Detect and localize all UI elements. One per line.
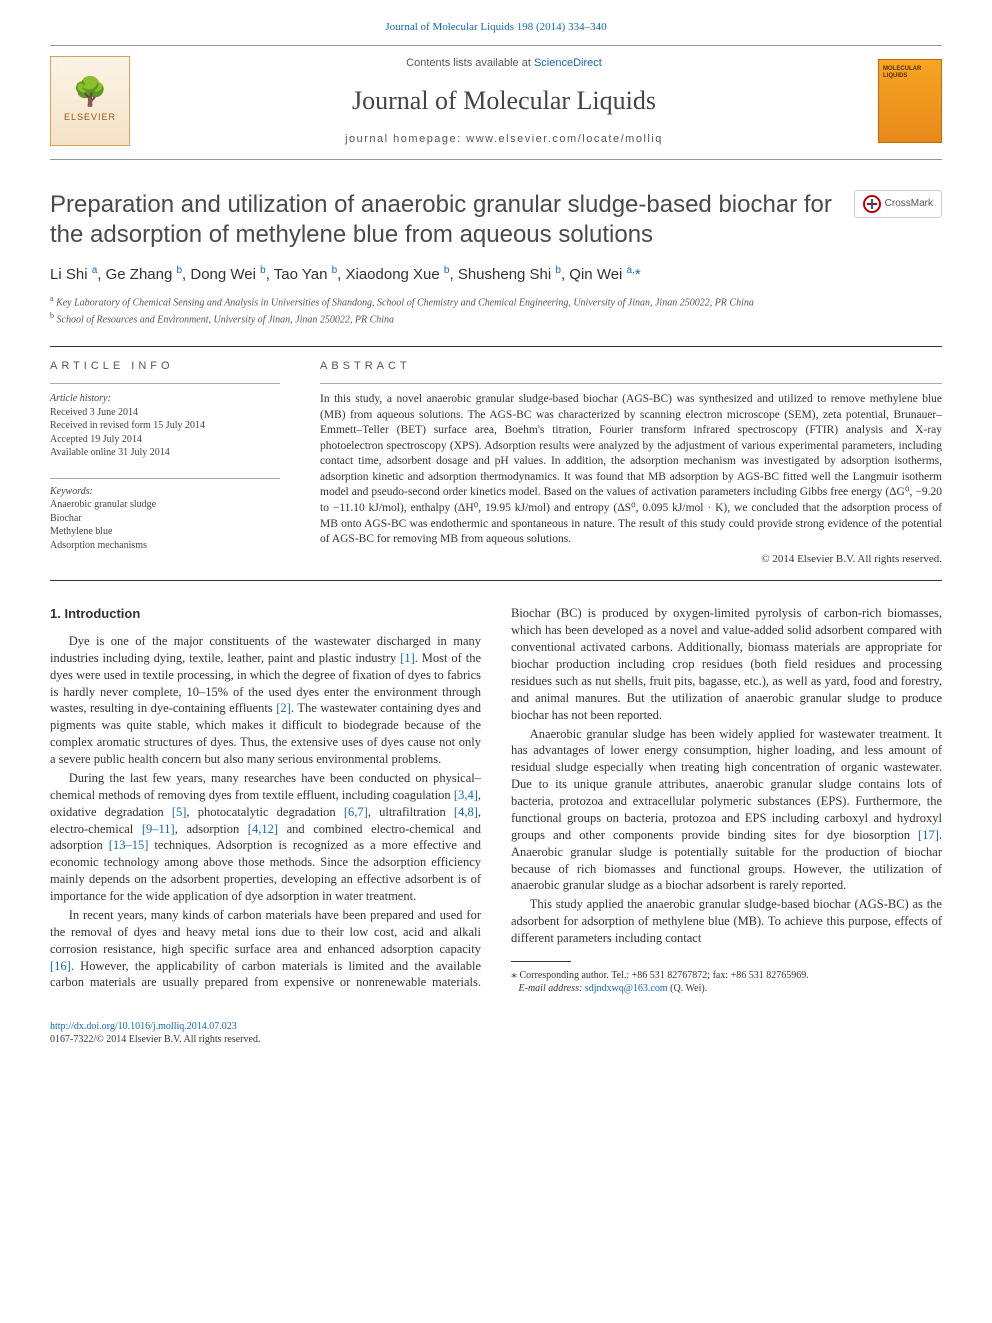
footnote-rule [511,961,571,962]
reference-link[interactable]: [13–15] [109,838,149,852]
page-footer: http://dx.doi.org/10.1016/j.molliq.2014.… [50,1020,942,1047]
reference-link[interactable]: [4,12] [248,822,278,836]
reference-link[interactable]: [9–11] [142,822,175,836]
keywords-divider [50,478,280,479]
sciencedirect-link[interactable]: ScienceDirect [534,57,602,69]
journal-cover-thumbnail: MOLECULAR LIQUIDS [878,59,942,143]
header-center: Contents lists available at ScienceDirec… [130,56,878,147]
keyword-line: Adsorption mechanisms [50,539,280,553]
running-head-link[interactable]: Journal of Molecular Liquids 198 (2014) … [385,21,606,33]
affiliation-line: b School of Resources and Environment, U… [50,310,942,327]
crossmark-badge[interactable]: CrossMark [854,190,942,218]
reference-link[interactable]: [1] [400,651,415,665]
contents-line: Contents lists available at ScienceDirec… [130,56,878,71]
keywords-label: Keywords: [50,485,280,499]
info-top-rule [50,346,942,347]
reference-link[interactable]: [4,8] [454,805,478,819]
body-columns: 1. Introduction Dye is one of the major … [50,605,942,996]
footnote-email-suffix: (Q. Wei). [670,983,707,994]
elsevier-tree-icon: 🌳 [73,79,108,107]
keyword-line: Anaerobic granular sludge [50,498,280,512]
article-info-block: ARTICLE INFO Article history: Received 3… [50,359,280,567]
cover-title: MOLECULAR LIQUIDS [883,66,937,79]
abstract-copyright: © 2014 Elsevier B.V. All rights reserved… [320,552,942,567]
body-paragraph: During the last few years, many research… [50,770,481,905]
body-paragraph: Dye is one of the major constituents of … [50,633,481,768]
journal-homepage: journal homepage: www.elsevier.com/locat… [130,132,878,147]
body-paragraph: Anaerobic granular sludge has been widel… [511,726,942,895]
elsevier-wordmark: ELSEVIER [64,111,116,123]
affiliations: a Key Laboratory of Chemical Sensing and… [50,293,942,328]
history-line: Accepted 19 July 2014 [50,433,280,447]
contents-prefix: Contents lists available at [406,57,534,69]
info-row: ARTICLE INFO Article history: Received 3… [50,359,942,567]
footnote-corr-text: Corresponding author. Tel.: +86 531 8276… [520,970,809,981]
journal-name: Journal of Molecular Liquids [130,83,878,118]
article-title: Preparation and utilization of anaerobic… [50,190,854,250]
crossmark-label: CrossMark [885,197,933,211]
footnote-star-icon: ⁎ [511,967,517,981]
history-block: Article history: Received 3 June 2014Rec… [50,392,280,460]
abstract-text: In this study, a novel anaerobic granula… [320,392,942,547]
title-row: Preparation and utilization of anaerobic… [50,190,942,250]
reference-link[interactable]: [6,7] [344,805,368,819]
reference-link[interactable]: [3,4] [454,788,478,802]
footnote-email-link[interactable]: sdjndxwq@163.com [585,983,668,994]
history-line: Received in revised form 15 July 2014 [50,419,280,433]
history-line: Available online 31 July 2014 [50,446,280,460]
reference-link[interactable]: [5] [172,805,187,819]
issn-copyright: 0167-7322/© 2014 Elsevier B.V. All right… [50,1034,260,1045]
doi-link[interactable]: http://dx.doi.org/10.1016/j.molliq.2014.… [50,1021,237,1032]
running-head: Journal of Molecular Liquids 198 (2014) … [50,20,942,35]
affiliation-line: a Key Laboratory of Chemical Sensing and… [50,293,942,310]
reference-link[interactable]: [17] [918,828,939,842]
keyword-line: Biochar [50,512,280,526]
keywords-block: Keywords: Anaerobic granular sludgeBioch… [50,478,280,553]
authors-line: Li Shi a, Ge Zhang b, Dong Wei b, Tao Ya… [50,264,942,285]
abstract-block: ABSTRACT In this study, a novel anaerobi… [320,359,942,567]
reference-link[interactable]: [2] [276,701,291,715]
reference-link[interactable]: [16] [50,959,71,973]
elsevier-logo: 🌳 ELSEVIER [50,56,130,146]
homepage-url: www.elsevier.com/locate/molliq [466,133,663,145]
body-top-rule [50,580,942,581]
info-divider [50,383,280,384]
history-label: Article history: [50,392,280,406]
footnote-email-label: E-mail address: [519,983,583,994]
history-line: Received 3 June 2014 [50,406,280,420]
body-paragraph: This study applied the anaerobic granula… [511,896,942,947]
article-info-label: ARTICLE INFO [50,359,280,374]
homepage-prefix: journal homepage: [345,133,466,145]
section-heading-introduction: 1. Introduction [50,605,481,623]
corresponding-author-footnote: ⁎ Corresponding author. Tel.: +86 531 82… [511,966,942,996]
journal-header: 🌳 ELSEVIER Contents lists available at S… [50,46,942,160]
keyword-line: Methylene blue [50,525,280,539]
crossmark-icon [863,195,881,213]
abstract-divider [320,383,942,384]
abstract-label: ABSTRACT [320,359,942,374]
